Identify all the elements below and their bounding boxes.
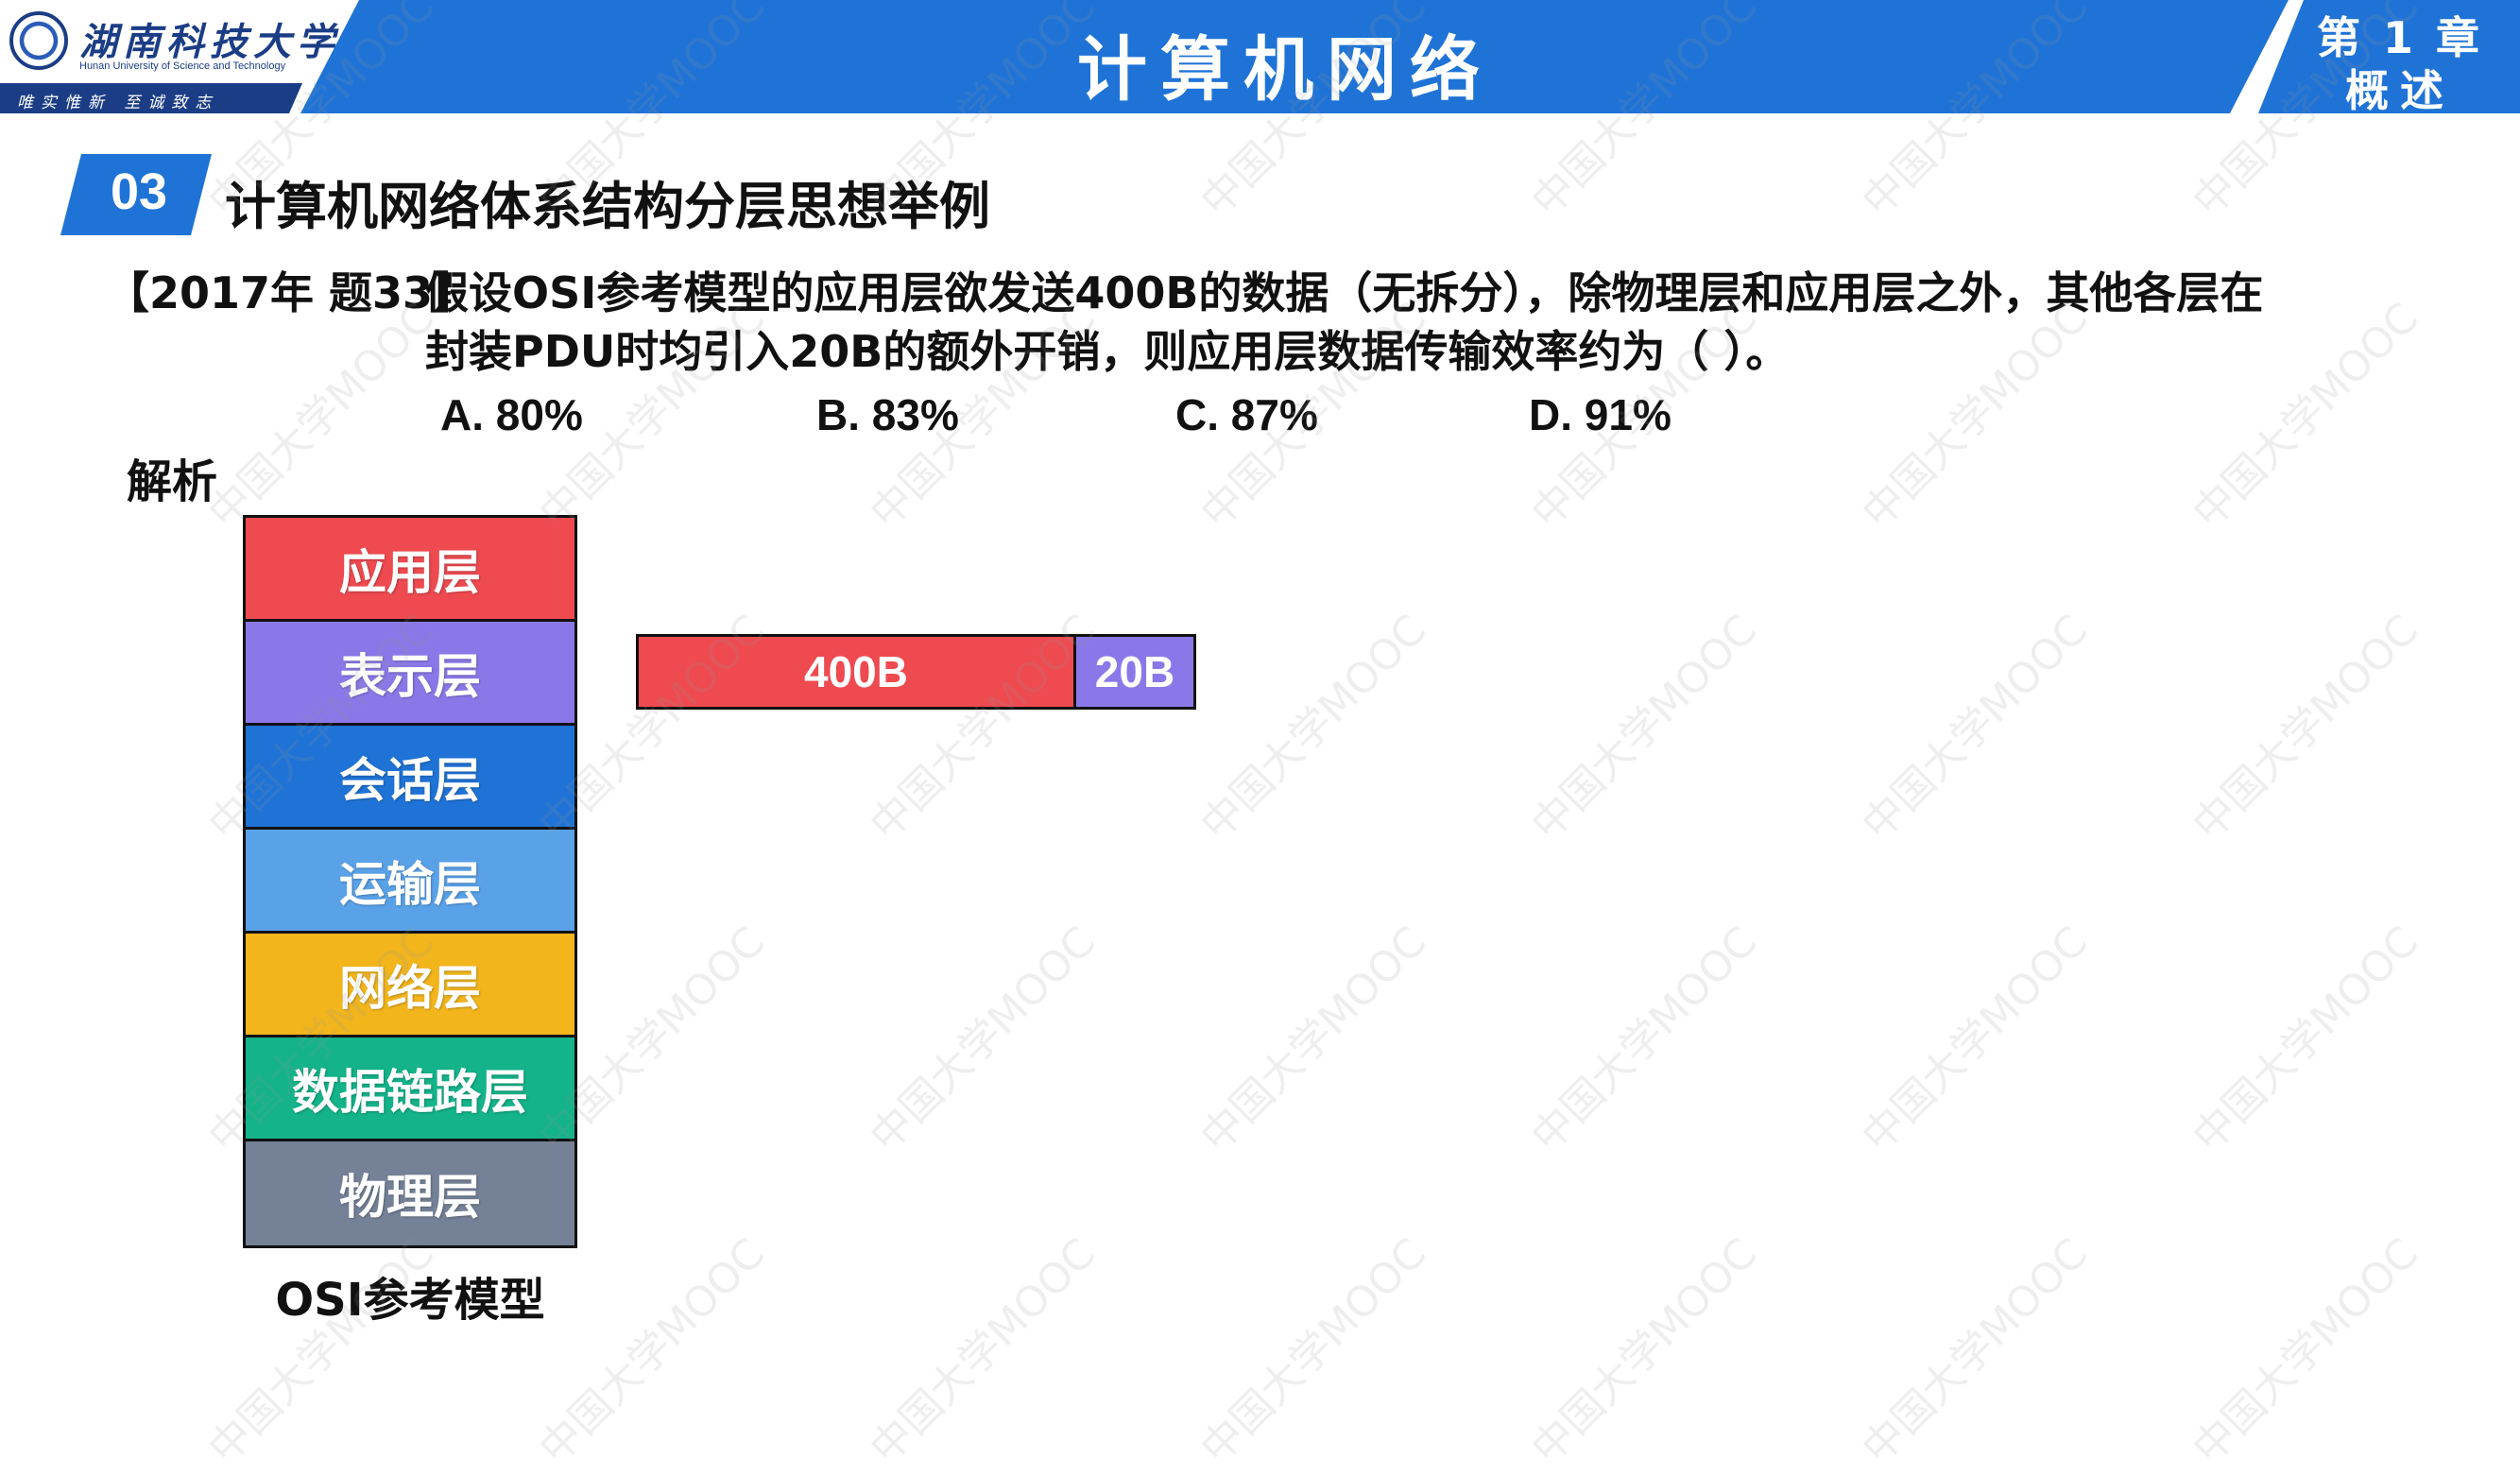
watermark-text: 中国大学MOOC xyxy=(199,1229,444,1474)
university-name-cn: 湖南科技大学 xyxy=(79,20,340,64)
section-number-badge xyxy=(60,154,212,235)
watermark-text: 中国大学MOOC xyxy=(199,294,444,539)
watermark-text: 中国大学MOOC xyxy=(2184,1229,2428,1474)
watermark-text: 中国大学MOOC xyxy=(1853,918,2098,1162)
option-c: C. 87% xyxy=(1175,390,1318,439)
watermark-text: 中国大学MOOC xyxy=(2184,918,2428,1162)
watermark-text: 中国大学MOOC xyxy=(1853,606,2098,850)
osi-model-caption: OSI参考模型 xyxy=(275,1274,545,1327)
chapter-name: 概述 xyxy=(2345,65,2455,116)
motto-strip xyxy=(0,83,302,113)
section-title: 计算机网络体系结构分层思想举例 xyxy=(225,177,990,236)
chapter-badge-fill xyxy=(2258,0,2520,113)
pdu-header-segment: 20B xyxy=(1076,637,1193,707)
analysis-label: 解析 xyxy=(127,455,218,508)
pdu-data-segment: 400B xyxy=(639,637,1076,707)
section-number: 03 xyxy=(110,163,168,220)
university-motto: 唯实惟新 至诚致志 xyxy=(17,94,219,112)
watermark-text: 中国大学MOOC xyxy=(530,1229,775,1474)
watermark-text: 中国大学MOOC xyxy=(1853,1229,2098,1474)
watermark-text: 中国大学MOOC xyxy=(1522,1229,1767,1474)
osi-layer-network: 网络层 xyxy=(246,934,574,1038)
university-emblem-icon xyxy=(9,11,68,70)
osi-layer-application: 应用层 xyxy=(246,518,574,622)
watermark-text: 中国大学MOOC xyxy=(1191,606,1436,850)
option-a: A. 80% xyxy=(440,390,583,439)
osi-layer-presentation: 表示层 xyxy=(246,622,574,726)
header-bar xyxy=(0,0,2520,113)
option-d: D. 91% xyxy=(1529,390,1671,439)
watermark-text: 中国大学MOOC xyxy=(1522,918,1767,1162)
watermark-text: 中国大学MOOC xyxy=(1522,606,1767,850)
question-tag: 【2017年 题33】 xyxy=(106,267,477,318)
watermark-text: 中国大学MOOC xyxy=(2184,606,2428,850)
osi-model-stack: 应用层 表示层 会话层 运输层 网络层 数据链路层 物理层 xyxy=(243,515,577,1248)
chapter-number: 第 1 章 xyxy=(2316,12,2484,63)
watermark-text: 中国大学MOOC xyxy=(1191,1229,1436,1474)
osi-layer-session: 会话层 xyxy=(246,726,574,830)
option-b: B. 83% xyxy=(816,390,959,439)
watermark-text: 中国大学MOOC xyxy=(1853,294,2098,539)
course-title: 计算机网络 xyxy=(1077,29,1493,111)
question-text-line2: 封装PDU时均引入20B的额外开销，则应用层数据传输效率约为（ ）。 xyxy=(425,326,1790,377)
watermark-text: 中国大学MOOC xyxy=(861,1229,1106,1474)
watermark-text: 中国大学MOOC xyxy=(861,918,1106,1162)
osi-layer-physical: 物理层 xyxy=(246,1141,574,1245)
pdu-packet: 400B 20B xyxy=(636,634,1196,710)
watermark-text: 中国大学MOOC xyxy=(2184,294,2428,539)
osi-layer-datalink: 数据链路层 xyxy=(246,1038,574,1141)
watermark-text: 中国大学MOOC xyxy=(1191,918,1436,1162)
question-text-line1: 假设OSI参考模型的应用层欲发送400B的数据（无拆分），除物理层和应用层之外，… xyxy=(425,267,2264,318)
osi-layer-transport: 运输层 xyxy=(246,830,574,934)
university-name-en: Hunan University of Science and Technolo… xyxy=(79,60,286,72)
